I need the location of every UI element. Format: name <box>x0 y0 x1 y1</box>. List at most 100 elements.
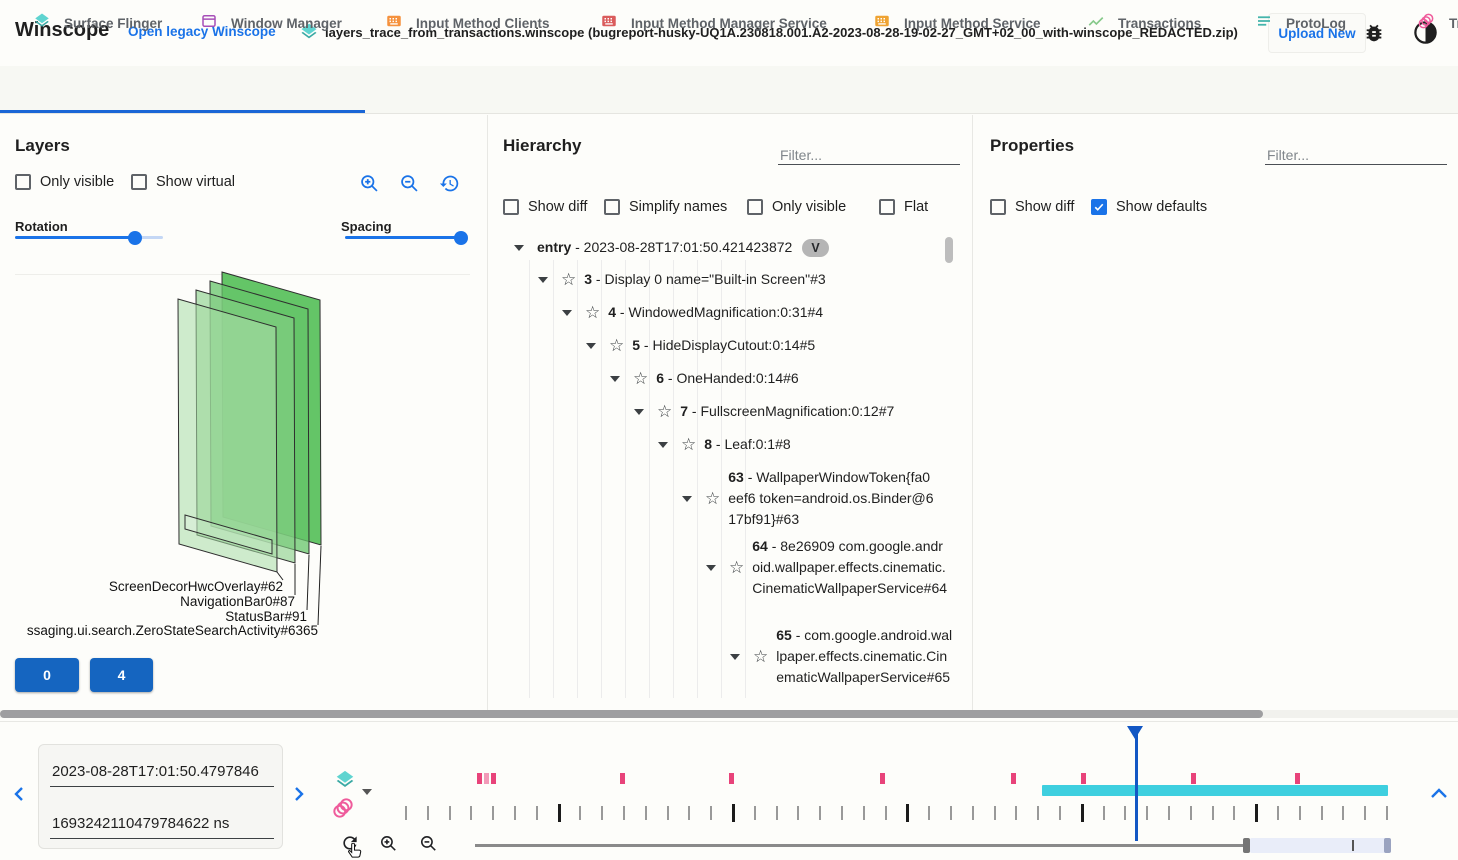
tree-node[interactable]: ☆ 5 - HideDisplayCutout:0:14#5 <box>586 335 815 356</box>
properties-filter-input[interactable] <box>1265 146 1447 165</box>
tab-surface-flinger[interactable]: Surface Flinger <box>33 0 162 47</box>
checkbox-box[interactable] <box>1091 199 1107 215</box>
tree-node[interactable]: ☆ 8 - Leaf:0:1#8 <box>658 434 791 455</box>
spacing-slider-track[interactable] <box>345 236 461 239</box>
reset-view-icon[interactable] <box>439 173 460 199</box>
star-icon[interactable]: ☆ <box>753 647 769 666</box>
tab-label: ProtoLog <box>1286 16 1346 31</box>
layers-3d-view[interactable] <box>0 263 487 660</box>
tree-node[interactable]: ☆ 3 - Display 0 name="Built-in Screen"#3 <box>538 269 826 290</box>
expand-arrow-icon[interactable] <box>538 276 548 283</box>
expand-arrow-icon[interactable] <box>610 375 620 382</box>
checkbox-box[interactable] <box>131 174 147 190</box>
tree-node[interactable]: ☆ 64 - 8e26909 com.google.android.wallpa… <box>706 536 948 599</box>
only-visible-checkbox[interactable]: Only visible <box>15 174 114 190</box>
hierarchy-filter-input[interactable] <box>778 146 960 165</box>
timeline-zoom-out-icon[interactable] <box>419 834 438 858</box>
trace-selector-caret-icon[interactable] <box>362 789 372 795</box>
hierarchy-show-diff-checkbox[interactable]: Show diff <box>503 199 587 215</box>
tree-node-entry[interactable]: entry - 2023-08-28T17:01:50.421423872 V <box>514 237 829 258</box>
checkbox-box[interactable] <box>747 199 763 215</box>
layer-label[interactable]: StatusBar#91 <box>225 609 307 624</box>
zoom-out-icon[interactable] <box>399 173 420 199</box>
show-virtual-checkbox[interactable]: Show virtual <box>131 174 235 190</box>
ruler-tick <box>1386 806 1388 820</box>
rotation-slider-rest[interactable] <box>135 236 163 239</box>
checkbox-box[interactable] <box>15 174 31 190</box>
layer-label[interactable]: NavigationBar0#87 <box>180 594 295 609</box>
bug-report-icon[interactable] <box>1363 22 1385 49</box>
sf-trace-row-icon[interactable] <box>334 769 356 796</box>
tab-label: Window Manager <box>231 16 342 31</box>
tree-node[interactable]: ☆ 65 - com.google.android.wallpaper.effe… <box>730 625 954 688</box>
ruler-tick <box>1277 806 1279 820</box>
tree-node[interactable]: ☆ 63 - WallpaperWindowToken{fa0eef6 toke… <box>682 467 936 530</box>
flat-checkbox[interactable]: Flat <box>879 199 928 215</box>
simplify-names-checkbox[interactable]: Simplify names <box>604 199 727 215</box>
timeline-zoom-in-icon[interactable] <box>379 834 398 858</box>
tab-transitions[interactable]: Tr <box>1416 0 1458 47</box>
display-button-0[interactable]: 0 <box>15 658 79 692</box>
checkbox-box[interactable] <box>879 199 895 215</box>
hierarchy-panel-title: Hierarchy <box>503 136 582 155</box>
star-icon[interactable]: ☆ <box>633 369 649 388</box>
overview-slider-end-handle[interactable] <box>1384 838 1391 853</box>
star-icon[interactable]: ☆ <box>681 435 697 454</box>
checkbox-box[interactable] <box>503 199 519 215</box>
star-icon[interactable]: ☆ <box>657 402 673 421</box>
expand-arrow-icon[interactable] <box>586 342 596 349</box>
show-defaults-checkbox[interactable]: Show defaults <box>1091 199 1207 215</box>
expand-arrow-icon[interactable] <box>658 441 668 448</box>
expand-arrow-icon[interactable] <box>634 408 644 415</box>
properties-show-diff-checkbox[interactable]: Show diff <box>990 199 1074 215</box>
rotation-slider-thumb[interactable] <box>128 231 142 245</box>
reset-zoom-icon[interactable] <box>340 833 360 858</box>
ruler-tick <box>1298 806 1301 820</box>
expand-arrow-icon[interactable] <box>730 653 740 660</box>
checkbox-box[interactable] <box>604 199 620 215</box>
main-scrollbar-thumb[interactable] <box>0 710 1263 718</box>
tab-input-method-service[interactable]: Input Method Service <box>873 0 1041 47</box>
checkbox-box[interactable] <box>990 199 1006 215</box>
layer-label[interactable]: ScreenDecorHwcOverlay#62 <box>108 579 283 594</box>
star-icon[interactable]: ☆ <box>585 303 601 322</box>
open-legacy-link[interactable]: Open legacy Winscope <box>128 24 276 39</box>
tab-input-method-manager-service[interactable]: Input Method Manager Service <box>600 0 827 47</box>
layer-label[interactable]: ssaging.ui.search.ZeroStateSearchActivit… <box>26 623 318 638</box>
tree-node[interactable]: ☆ 7 - FullscreenMagnification:0:12#7 <box>634 401 894 422</box>
timestamp-human-input[interactable] <box>50 756 274 787</box>
transitions-trace-row-icon[interactable] <box>330 795 356 826</box>
tab-protolog[interactable]: ProtoLog <box>1255 0 1346 47</box>
hierarchy-only-visible-checkbox[interactable]: Only visible <box>747 199 846 215</box>
tab-window-manager[interactable]: Window Manager <box>200 0 342 47</box>
overview-slider-handle[interactable] <box>1243 838 1250 853</box>
zoom-in-icon[interactable] <box>359 173 380 199</box>
rotation-slider-track[interactable] <box>15 236 135 239</box>
sf-trace-bar[interactable] <box>1042 785 1388 796</box>
overview-slider-selection[interactable] <box>1250 838 1388 853</box>
hierarchy-scrollbar[interactable] <box>945 237 953 263</box>
prev-entry-icon[interactable] <box>10 785 28 808</box>
transition-marker <box>880 773 885 784</box>
spacing-slider-thumb[interactable] <box>454 231 468 245</box>
tree-node[interactable]: ☆ 6 - OneHanded:0:14#6 <box>610 368 799 389</box>
star-icon[interactable]: ☆ <box>561 270 577 289</box>
star-icon[interactable]: ☆ <box>705 489 721 508</box>
expand-arrow-icon[interactable] <box>706 564 716 571</box>
star-icon[interactable]: ☆ <box>609 336 625 355</box>
expand-arrow-icon[interactable] <box>682 495 692 502</box>
tree-node[interactable]: ☆ 4 - WindowedMagnification:0:31#4 <box>562 302 823 323</box>
tab-transactions[interactable]: Transactions <box>1087 0 1201 47</box>
timestamp-ns-input[interactable] <box>50 808 274 839</box>
collapse-timeline-icon[interactable] <box>1429 786 1449 805</box>
expand-arrow-icon[interactable] <box>562 309 572 316</box>
expand-arrow-icon[interactable] <box>514 244 524 251</box>
display-button-4[interactable]: 4 <box>90 658 153 692</box>
timeline-cursor-line[interactable] <box>1135 727 1138 841</box>
next-entry-icon[interactable] <box>290 785 308 808</box>
tab-input-method-clients[interactable]: Input Method Clients <box>385 0 549 47</box>
star-icon[interactable]: ☆ <box>729 558 745 577</box>
upload-new-button[interactable]: Upload New <box>1268 13 1366 53</box>
ruler-tick <box>688 806 691 820</box>
